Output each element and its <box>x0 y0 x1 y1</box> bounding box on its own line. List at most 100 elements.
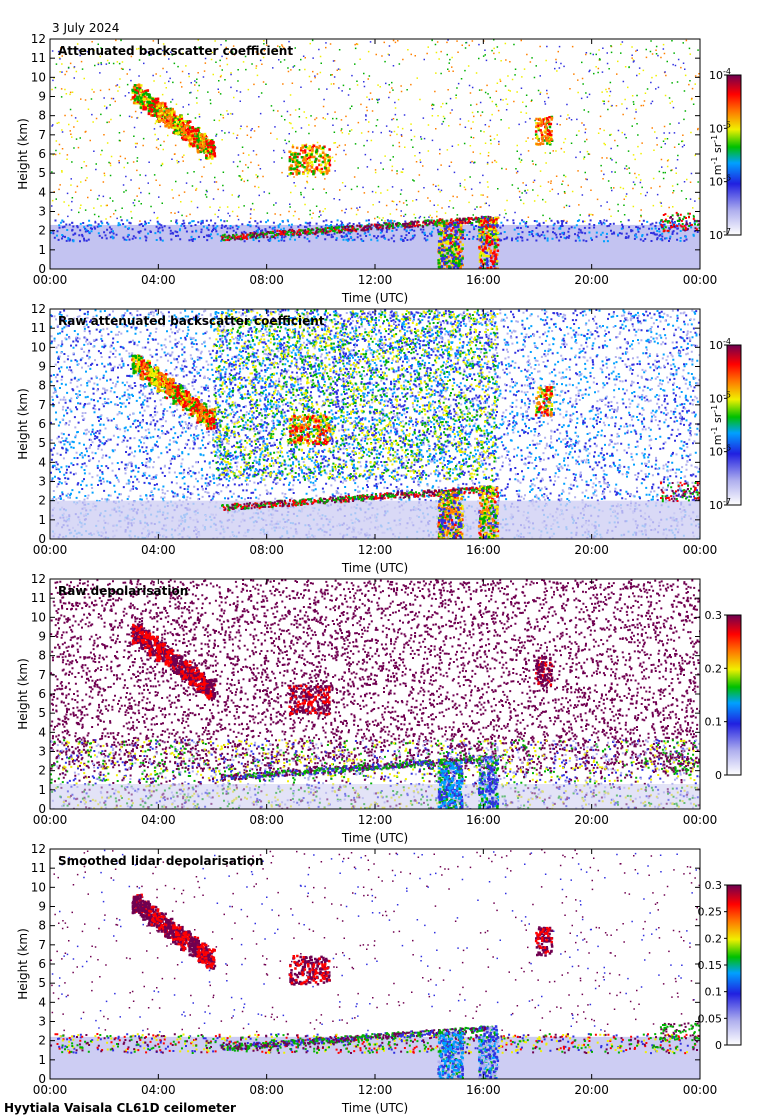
date-label: 3 July 2024 <box>52 21 120 35</box>
y-tick-label: 3 <box>38 745 46 759</box>
y-tick-label: 3 <box>38 1015 46 1029</box>
colorbar-tick-label: 0.15 <box>698 959 723 972</box>
y-tick-label: 2 <box>38 764 46 778</box>
colorbar-tick-label: 0.1 <box>705 986 723 999</box>
y-tick-label: 8 <box>38 109 46 123</box>
x-axis-label: Time (UTC) <box>341 1101 408 1115</box>
colorbar <box>726 74 742 236</box>
y-axis-label: Height (km) <box>16 118 30 189</box>
heatmap-area <box>50 39 700 269</box>
x-tick-label: 12:00 <box>358 273 393 287</box>
y-tick-label: 9 <box>38 360 46 374</box>
y-tick-label: 2 <box>38 224 46 238</box>
colorbar-tick-label: 0.25 <box>698 906 723 919</box>
y-tick-label: 5 <box>38 166 46 180</box>
x-tick-label: 12:00 <box>358 1083 393 1097</box>
heatmap-area <box>50 579 700 809</box>
panel-title: Raw depolarisation <box>58 584 188 598</box>
y-tick-label: 11 <box>31 591 46 605</box>
y-tick-label: 12 <box>31 32 46 46</box>
colorbar-tick-label: 0.3 <box>705 609 723 622</box>
colorbar-tick-label: 10-5 <box>709 120 731 135</box>
y-axis-label: Height (km) <box>16 928 30 999</box>
panel-title: Smoothed lidar depolarisation <box>58 854 264 868</box>
colorbar-tick-label: 10-6 <box>709 444 731 459</box>
y-tick-label: 7 <box>38 668 46 682</box>
colorbar-tick-label: 0.2 <box>705 662 723 675</box>
colorbar-tick-label: 10-4 <box>709 337 731 352</box>
x-tick-label: 04:00 <box>141 813 176 827</box>
y-tick-label: 3 <box>38 205 46 219</box>
instrument-label: Hyytiala Vaisala CL61D ceilometer <box>4 1101 236 1115</box>
x-tick-label: 16:00 <box>466 273 501 287</box>
x-tick-label: 08:00 <box>249 273 284 287</box>
y-tick-label: 9 <box>38 630 46 644</box>
y-tick-label: 11 <box>31 861 46 875</box>
y-tick-label: 8 <box>38 649 46 663</box>
y-tick-label: 1 <box>38 783 46 797</box>
x-tick-label: 20:00 <box>574 543 609 557</box>
x-tick-label: 00:00 <box>33 273 68 287</box>
x-axis-label: Time (UTC) <box>341 561 408 575</box>
colorbar-tick-label: 0.1 <box>705 716 723 729</box>
y-tick-label: 4 <box>38 455 46 469</box>
colorbar <box>726 344 742 506</box>
x-axis-label: Time (UTC) <box>341 291 408 305</box>
colorbar-tick-label: 0.05 <box>698 1012 723 1025</box>
x-tick-label: 12:00 <box>358 543 393 557</box>
colorbar-tick-label: 10-7 <box>709 227 731 242</box>
y-tick-label: 6 <box>38 957 46 971</box>
colorbar-tick-label: 0.2 <box>705 932 723 945</box>
x-tick-label: 08:00 <box>249 813 284 827</box>
panel-title: Raw attenuated backscatter coefficient <box>58 314 325 328</box>
y-tick-label: 1 <box>38 243 46 257</box>
x-tick-label: 00:00 <box>33 1083 68 1097</box>
x-tick-label: 20:00 <box>574 273 609 287</box>
y-tick-label: 11 <box>31 321 46 335</box>
heatmap-area <box>50 849 700 1079</box>
x-tick-label: 00:00 <box>683 813 718 827</box>
y-tick-label: 10 <box>31 70 46 84</box>
y-tick-label: 10 <box>31 340 46 354</box>
x-axis-label: Time (UTC) <box>341 831 408 845</box>
y-tick-label: 5 <box>38 706 46 720</box>
colorbar-tick-label: 10-5 <box>709 390 731 405</box>
y-tick-label: 5 <box>38 976 46 990</box>
x-tick-label: 04:00 <box>141 1083 176 1097</box>
colorbar-tick-label: 10-7 <box>709 497 731 512</box>
x-tick-label: 16:00 <box>466 1083 501 1097</box>
x-tick-label: 00:00 <box>683 1083 718 1097</box>
colorbar-tick-label: 0.3 <box>705 879 723 892</box>
y-tick-label: 5 <box>38 436 46 450</box>
y-tick-label: 10 <box>31 610 46 624</box>
x-tick-label: 04:00 <box>141 273 176 287</box>
x-tick-label: 04:00 <box>141 543 176 557</box>
y-tick-label: 11 <box>31 51 46 65</box>
y-tick-label: 12 <box>31 842 46 856</box>
y-tick-label: 0 <box>38 1072 46 1086</box>
chart-panel-4: Smoothed lidar depolarisation01234567891… <box>16 842 742 1115</box>
y-tick-label: 12 <box>31 572 46 586</box>
x-tick-label: 20:00 <box>574 813 609 827</box>
x-tick-label: 12:00 <box>358 813 393 827</box>
y-axis-label: Height (km) <box>16 388 30 459</box>
panel-title: Attenuated backscatter coefficient <box>58 44 293 58</box>
y-axis-label: Height (km) <box>16 658 30 729</box>
x-tick-label: 16:00 <box>466 543 501 557</box>
y-tick-label: 10 <box>31 880 46 894</box>
y-tick-label: 8 <box>38 919 46 933</box>
y-tick-label: 4 <box>38 725 46 739</box>
colorbar <box>726 614 742 776</box>
y-tick-label: 2 <box>38 494 46 508</box>
x-tick-label: 08:00 <box>249 543 284 557</box>
colorbar <box>726 884 742 1046</box>
y-tick-label: 9 <box>38 900 46 914</box>
y-tick-label: 6 <box>38 687 46 701</box>
y-tick-label: 2 <box>38 1034 46 1048</box>
y-tick-label: 0 <box>38 262 46 276</box>
chart-panel-2: Raw attenuated backscatter coefficient 0 1… <box>16 302 742 575</box>
colorbar-tick-label: 10-6 <box>709 174 731 189</box>
y-tick-label: 4 <box>38 995 46 1009</box>
